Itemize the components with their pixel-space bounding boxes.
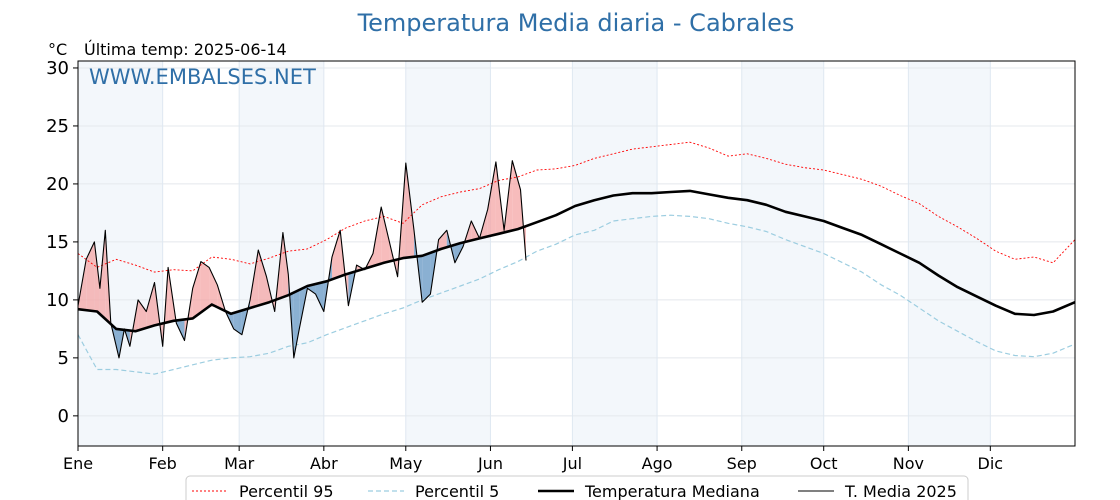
x-tick-label: Mar [224, 454, 255, 473]
warm-anomaly-fill [438, 230, 447, 250]
x-tick-label: May [389, 454, 422, 473]
warm-anomaly-fill [405, 163, 414, 258]
month-band [908, 61, 991, 446]
series-line-t-media-2025 [77, 160, 527, 359]
y-axis-ticks: 0 5 10 15 20 25 30 [46, 58, 78, 427]
cold-anomaly-fill [293, 289, 300, 358]
y-tick-label: 15 [46, 232, 69, 253]
month-bands [78, 61, 991, 446]
plot-frame [77, 60, 1076, 447]
legend-label-temperatura-mediana: Temperatura Mediana [584, 482, 760, 500]
warm-anomaly-fill [192, 261, 201, 319]
month-band [572, 61, 658, 446]
y-tick-label: 10 [46, 290, 69, 311]
month-band [741, 61, 824, 446]
x-tick-label: Ago [642, 454, 673, 473]
y-tick-label: 5 [58, 348, 69, 369]
chart-title: Temperatura Media diaria - Cabrales [357, 9, 795, 37]
y-tick-label: 30 [46, 58, 69, 79]
x-tick-label: Feb [149, 454, 177, 473]
warm-anomaly-fill [94, 241, 100, 314]
x-tick-label: Dic [978, 454, 1004, 473]
x-axis-ticks: Ene Feb Mar Abr May Jun Jul Ago Sep Oct Nov Dic [63, 446, 1003, 473]
warm-anomaly-fill [200, 261, 210, 313]
x-tick-label: Nov [893, 454, 924, 473]
month-band [405, 61, 491, 446]
warm-anomaly-fill [209, 267, 218, 308]
cold-anomaly-fill [315, 282, 324, 312]
cold-anomaly-fill [233, 310, 242, 335]
last-update-label: Última temp: 2025-06-14 [84, 40, 287, 59]
legend-label-t-media-2025: T. Media 2025 [844, 482, 957, 500]
y-tick-label: 0 [58, 406, 69, 427]
warm-anomaly-fill [389, 241, 398, 277]
warm-anomaly-fill [99, 230, 106, 319]
y-unit-label: °C [48, 40, 67, 59]
series-line-percentil-5 [77, 214, 1076, 375]
warm-anomaly-fill [258, 250, 267, 306]
x-tick-label: Abr [310, 454, 338, 473]
warm-anomaly-fill [86, 241, 95, 312]
warm-anomaly-fill [487, 161, 496, 237]
warm-anomaly-fill [512, 160, 521, 231]
warm-anomaly-fill [332, 230, 341, 280]
cold-anomaly-fill [422, 252, 431, 303]
series-line-temperatura-mediana [77, 189, 1076, 333]
y-tick-label: 20 [46, 174, 69, 195]
x-tick-label: Jul [562, 454, 582, 473]
x-tick-label: Ene [63, 454, 93, 473]
legend: Percentil 95 Percentil 5 Temperatura Media… [185, 475, 969, 500]
warm-anomaly-fill [146, 282, 155, 328]
warm-anomaly-fill [381, 207, 390, 264]
warm-anomaly-fill [282, 232, 289, 298]
legend-box [185, 475, 969, 500]
y-tick-label: 25 [46, 116, 69, 137]
x-tick-label: Oct [810, 454, 838, 473]
x-tick-label: Jun [477, 454, 503, 473]
warm-anomaly-fill [138, 299, 147, 331]
series-lines [77, 141, 1076, 375]
legend-label-percentil-95: Percentil 95 [239, 482, 334, 500]
watermark: WWW.EMBALSES.NET [89, 65, 316, 89]
x-tick-label: Sep [727, 454, 757, 473]
legend-label-percentil-5: Percentil 5 [415, 482, 499, 500]
